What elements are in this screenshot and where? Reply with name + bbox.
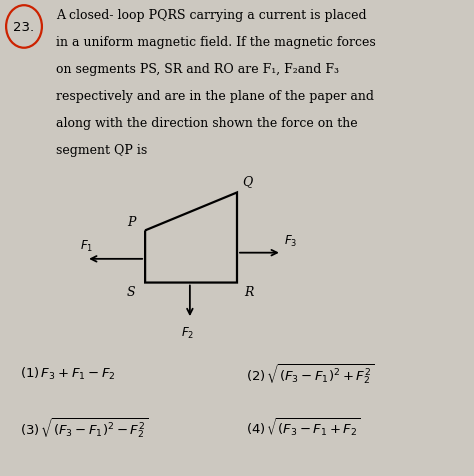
Text: $F_2$: $F_2$	[181, 326, 194, 341]
Text: segment QP is: segment QP is	[55, 143, 147, 156]
Text: $F_1$: $F_1$	[80, 238, 93, 253]
Text: 23.: 23.	[13, 21, 35, 34]
Text: $(2)\,\sqrt{(F_3-F_1)^2+F_2^2}$: $(2)\,\sqrt{(F_3-F_1)^2+F_2^2}$	[246, 361, 375, 385]
Text: R: R	[244, 285, 254, 298]
Text: S: S	[127, 285, 136, 298]
Text: on segments PS, SR and RO are F₁, F₂and F₃: on segments PS, SR and RO are F₁, F₂and …	[55, 62, 338, 75]
Text: Q: Q	[243, 174, 253, 188]
Text: A closed- loop PQRS carrying a current is placed: A closed- loop PQRS carrying a current i…	[55, 9, 366, 21]
Text: along with the direction shown the force on the: along with the direction shown the force…	[55, 116, 357, 129]
Text: $F_3$: $F_3$	[284, 233, 297, 248]
Text: in a uniform magnetic field. If the magnetic forces: in a uniform magnetic field. If the magn…	[55, 35, 375, 49]
Text: $(1)\,F_3+F_1-F_2$: $(1)\,F_3+F_1-F_2$	[20, 365, 116, 381]
Text: P: P	[128, 216, 136, 228]
Text: respectively and are in the plane of the paper and: respectively and are in the plane of the…	[55, 89, 374, 102]
Text: $(3)\,\sqrt{(F_3-F_1)^2-F_2^2}$: $(3)\,\sqrt{(F_3-F_1)^2-F_2^2}$	[20, 416, 149, 439]
Text: $(4)\,\sqrt{(F_3-F_1+F_2}$: $(4)\,\sqrt{(F_3-F_1+F_2}$	[246, 416, 361, 438]
